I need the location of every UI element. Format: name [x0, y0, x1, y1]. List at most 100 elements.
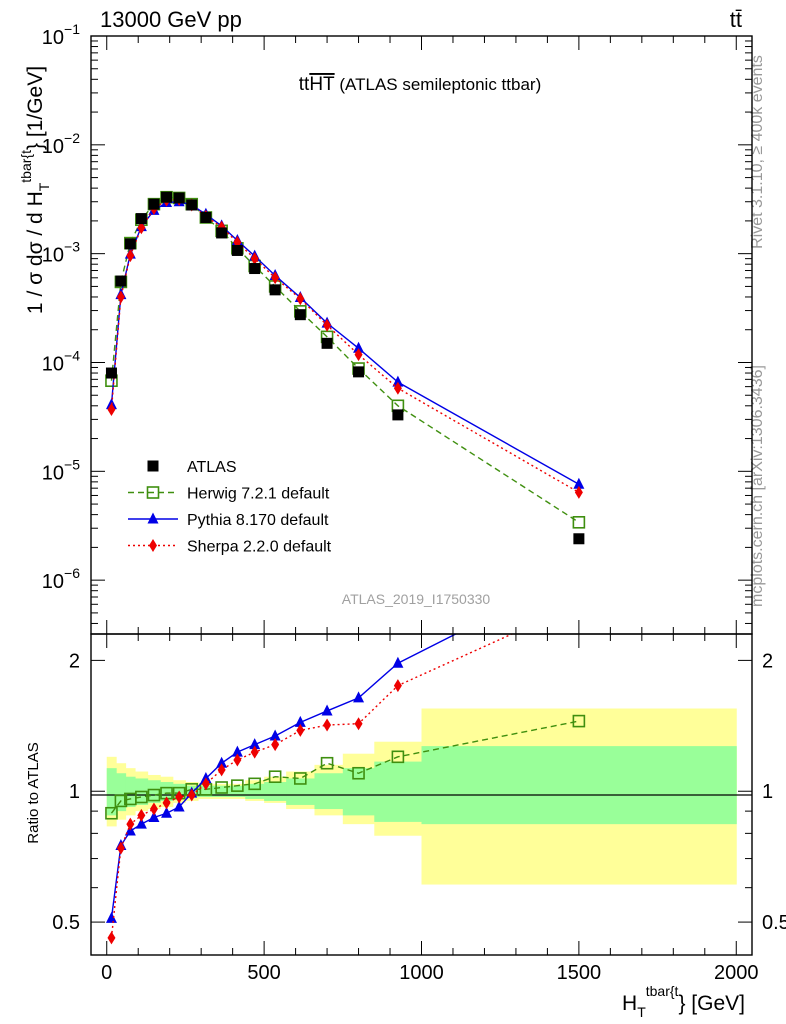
main-y-tick-label: 10−6: [42, 565, 80, 593]
ratio-uncertainty-bands: [106, 708, 737, 885]
ratio-sherpa-point: [162, 796, 171, 810]
mcplots-label: mcplots.cern.ch [arXiv:1306.3436]: [749, 365, 766, 607]
main-atlas-point: [148, 198, 160, 210]
main-herwig-point: [572, 516, 586, 529]
main-y-tick-label: 10−2: [42, 130, 80, 158]
legend-sherpa-marker: [149, 539, 157, 552]
ratio-sherpa-point: [354, 717, 363, 731]
main-pythia-point: [573, 477, 585, 489]
watermark: ATLAS_2019_I1750330: [342, 591, 491, 607]
green-band: [314, 773, 344, 810]
ratio-ticks: [91, 634, 752, 955]
main-sherpa-point: [126, 249, 135, 263]
ratio-herwig-point: [248, 777, 261, 791]
ratio-panel: 0.5 0.5 1 1 2 2 0 500 1000 1500 2000 Ratio to ATL…: [25, 565, 786, 1020]
ratio-series-group: [105, 565, 586, 945]
main-y-tick-label-exp: −3: [64, 239, 80, 255]
main-y-tick-label-base: 10: [42, 353, 64, 375]
main-atlas-point: [186, 199, 198, 211]
main-atlas-point: [392, 409, 404, 421]
main-sherpa-point: [574, 485, 583, 499]
x-tick-label: 2000: [714, 962, 759, 984]
x-tick-label: 1500: [557, 962, 602, 984]
x-tick-labels: 0 500 1000 1500 2000: [101, 962, 758, 984]
main-pythia-point: [353, 341, 365, 353]
ratio-pythia-point: [269, 729, 281, 741]
main-y-label-sup: tbar{t: [18, 150, 34, 183]
main-y-tick-label-base: 10: [42, 136, 64, 158]
x-tick-label: 1000: [399, 962, 444, 984]
ratio-sherpa-point: [296, 723, 305, 737]
main-y-axis-label: 1 / σ dσ / d HTtbar{t} [1/GeV]: [18, 66, 52, 314]
x-tick-label: 500: [247, 962, 280, 984]
main-atlas-point: [321, 337, 333, 349]
ratio-sherpa-point: [271, 738, 280, 752]
main-sherpa-point: [393, 381, 402, 395]
x-axis-label: HTtbar{t} [GeV]: [622, 983, 745, 1020]
ratio-herwig-point: [572, 714, 586, 728]
ratio-sherpa-point: [217, 763, 226, 777]
ratio-herwig-point: [147, 788, 161, 802]
process-label: tt̄: [730, 7, 742, 32]
ratio-sherpa-point: [393, 679, 402, 693]
ratio-sherpa-point: [201, 777, 210, 791]
ratio-herwig-point: [320, 756, 334, 770]
ratio-herwig-point: [231, 779, 244, 792]
ratio-pythia-point: [161, 806, 173, 818]
ratio-sherpa-point: [250, 745, 259, 759]
ratio-sherpa-point: [187, 788, 196, 802]
ratio-pythia-point: [105, 911, 117, 923]
ratio-sherpa-point: [175, 790, 184, 804]
ratio-y-tick-label-left: 0.5: [52, 912, 80, 934]
ratio-pythia-point: [231, 745, 243, 757]
main-atlas-point: [269, 284, 281, 296]
main-series-group: [105, 190, 586, 545]
green-band: [147, 780, 161, 803]
main-sherpa-point: [323, 318, 332, 332]
legend-herwig-label: Herwig 7.2.1 default: [187, 486, 330, 503]
plot-title: ttHT (ATLAS semileptonic ttbar): [299, 74, 541, 95]
x-tick-label: 0: [101, 962, 112, 984]
legend: ATLAS Herwig 7.2.1 default Pythia 8.170 de…: [128, 459, 332, 556]
ratio-y-tick-label-right: 1: [762, 781, 773, 803]
ratio-pythia-point: [573, 565, 584, 576]
green-band: [374, 761, 422, 822]
main-sherpa-line: [110, 198, 580, 494]
main-atlas-point: [216, 227, 228, 239]
main-y-tick-label-base: 10: [42, 571, 64, 593]
legend-sherpa-label: Sherpa 2.2.0 default: [187, 539, 332, 556]
ratio-pythia-point: [353, 691, 365, 703]
ratio-pythia-point: [249, 738, 261, 750]
main-y-tick-label: 10−4: [42, 347, 80, 375]
green-band: [421, 746, 737, 825]
ratio-herwig-point: [114, 794, 128, 808]
main-panel: 10−610−510−410−310−210−1 ttHT (ATLAS sem…: [18, 21, 753, 635]
main-atlas-point: [173, 192, 185, 204]
main-sherpa-point: [271, 271, 280, 285]
ratio-herwig-point: [124, 792, 137, 806]
main-atlas-point: [294, 309, 306, 321]
legend-atlas-label: ATLAS: [187, 459, 237, 476]
x-label-unit: } [GeV]: [678, 992, 745, 1015]
green-band: [342, 768, 375, 816]
main-atlas-point: [200, 211, 212, 223]
green-band: [106, 768, 117, 816]
green-band: [116, 773, 127, 812]
ratio-herwig-point: [352, 766, 365, 780]
ratio-sherpa-point: [233, 753, 242, 767]
ratio-sherpa-point: [575, 597, 583, 610]
legend-atlas-marker: [147, 460, 159, 472]
x-label-sub: T: [637, 1004, 646, 1020]
green-band: [264, 782, 287, 801]
main-atlas-point: [105, 367, 117, 379]
main-y-tick-label-exp: −6: [64, 565, 80, 581]
main-y-tick-label-base: 10: [42, 245, 64, 267]
ratio-sherpa-point: [323, 718, 332, 732]
green-band: [160, 782, 174, 801]
ratio-pythia-point: [321, 704, 333, 716]
main-sherpa-point: [354, 348, 363, 362]
ratio-y-tick-label-left: 1: [69, 781, 80, 803]
x-label-sup: tbar{t: [646, 983, 679, 999]
ratio-sherpa-point: [149, 802, 158, 816]
